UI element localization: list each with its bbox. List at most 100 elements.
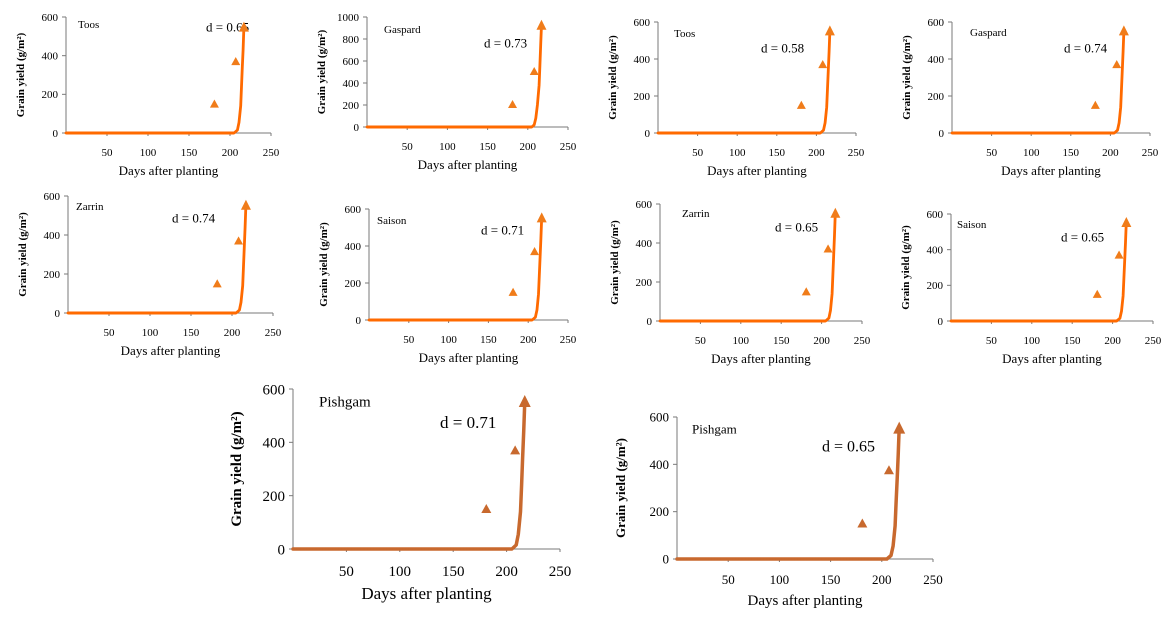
simulated-point bbox=[686, 131, 690, 135]
simulated-point bbox=[689, 319, 693, 323]
d-index-label: d = 0.65 bbox=[775, 220, 818, 235]
x-tick-label: 250 bbox=[923, 572, 943, 587]
simulated-point bbox=[105, 311, 109, 315]
simulated-point bbox=[834, 557, 838, 561]
simulated-point bbox=[723, 319, 727, 323]
x-tick-label: 250 bbox=[848, 147, 865, 159]
simulated-point bbox=[958, 319, 962, 323]
simulated-point bbox=[956, 131, 960, 135]
simulated-point bbox=[952, 131, 956, 135]
simulated-point bbox=[440, 318, 444, 322]
y-tick-label: 400 bbox=[928, 54, 945, 66]
simulated-point bbox=[970, 319, 974, 323]
simulated-point bbox=[1020, 131, 1024, 135]
simulated-point bbox=[444, 125, 448, 129]
simulated-point bbox=[95, 311, 99, 315]
simulated-point bbox=[183, 311, 187, 315]
simulated-point bbox=[385, 318, 389, 322]
simulated-point bbox=[803, 319, 807, 323]
simulated-point bbox=[181, 131, 185, 135]
simulated-point bbox=[435, 318, 439, 322]
simulated-end-marker bbox=[830, 207, 841, 218]
simulated-point bbox=[105, 131, 109, 135]
simulated-point bbox=[474, 318, 478, 322]
simulated-point bbox=[376, 125, 380, 129]
simulated-point bbox=[727, 319, 731, 323]
simulated-point bbox=[980, 319, 984, 323]
x-tick-label: 100 bbox=[389, 564, 412, 580]
simulated-point bbox=[498, 547, 502, 551]
cultivar-label: Toos bbox=[674, 28, 695, 40]
simulated-point bbox=[751, 557, 755, 561]
simulated-end-marker bbox=[893, 421, 906, 434]
simulated-point bbox=[999, 319, 1003, 323]
x-tick-label: 200 bbox=[1102, 147, 1119, 159]
simulated-point bbox=[380, 547, 384, 551]
simulated-point bbox=[1011, 319, 1015, 323]
simulated-point bbox=[142, 131, 146, 135]
observed-point bbox=[823, 244, 833, 253]
observed-point bbox=[883, 465, 894, 475]
simulated-point bbox=[441, 125, 445, 129]
simulated-point bbox=[370, 547, 374, 551]
simulated-point bbox=[749, 319, 753, 323]
x-tick-label: 100 bbox=[142, 327, 159, 339]
simulated-point bbox=[332, 547, 336, 551]
simulated-point bbox=[82, 311, 86, 315]
simulated-point bbox=[1075, 131, 1079, 135]
simulated-point bbox=[490, 318, 494, 322]
y-tick-label: 0 bbox=[938, 316, 944, 328]
simulated-point bbox=[1103, 319, 1107, 323]
simulated-point bbox=[1085, 131, 1089, 135]
simulated-point bbox=[186, 131, 190, 135]
simulated-point bbox=[667, 319, 671, 323]
simulated-end-marker bbox=[238, 21, 249, 32]
simulated-point bbox=[877, 557, 881, 561]
simulated-point bbox=[87, 311, 91, 315]
simulated-point bbox=[516, 125, 520, 129]
simulated-point bbox=[309, 547, 313, 551]
simulated-point bbox=[447, 547, 451, 551]
x-axis-title: Days after planting bbox=[711, 351, 811, 366]
simulated-point bbox=[88, 131, 92, 135]
chart-panel-2: 0 200 400 600 800 1000 50 100 150 200 250 Days afte… bbox=[316, 12, 577, 172]
chart-panel-4: 0 200 400 600 50 100 150 200 250 Days after plant… bbox=[901, 17, 1159, 178]
simulated-point bbox=[134, 311, 138, 315]
simulated-point bbox=[428, 318, 432, 322]
simulated-point bbox=[456, 125, 460, 129]
simulated-point bbox=[1009, 319, 1013, 323]
simulated-point bbox=[846, 557, 850, 561]
x-tick-label: 200 bbox=[813, 335, 830, 347]
simulated-end-marker bbox=[1118, 25, 1129, 36]
simulated-point bbox=[874, 557, 878, 561]
simulated-point bbox=[519, 318, 523, 322]
simulated-point bbox=[806, 557, 810, 561]
simulated-point bbox=[201, 131, 205, 135]
simulated-point bbox=[698, 319, 702, 323]
simulated-point bbox=[418, 547, 422, 551]
simulated-point bbox=[73, 131, 77, 135]
simulated-point bbox=[156, 311, 160, 315]
x-tick-label: 100 bbox=[1024, 335, 1041, 347]
simulated-point bbox=[107, 131, 111, 135]
simulated-point bbox=[1057, 319, 1061, 323]
x-tick-label: 250 bbox=[560, 141, 577, 153]
x-tick-label: 150 bbox=[480, 334, 497, 346]
simulated-point bbox=[141, 311, 145, 315]
simulated-point bbox=[781, 319, 785, 323]
simulated-point bbox=[715, 131, 719, 135]
observed-point bbox=[481, 504, 492, 513]
simulated-point bbox=[714, 557, 718, 561]
simulated-point bbox=[726, 557, 730, 561]
x-tick-label: 100 bbox=[770, 572, 790, 587]
simulated-point bbox=[1032, 131, 1036, 135]
simulated-point bbox=[1001, 131, 1005, 135]
simulated-point bbox=[85, 311, 89, 315]
simulated-point bbox=[117, 311, 121, 315]
simulated-point bbox=[338, 547, 342, 551]
simulated-point bbox=[492, 125, 496, 129]
observed-point bbox=[1092, 289, 1102, 298]
simulated-point bbox=[750, 131, 754, 135]
simulated-point bbox=[800, 557, 804, 561]
simulated-point bbox=[711, 557, 715, 561]
